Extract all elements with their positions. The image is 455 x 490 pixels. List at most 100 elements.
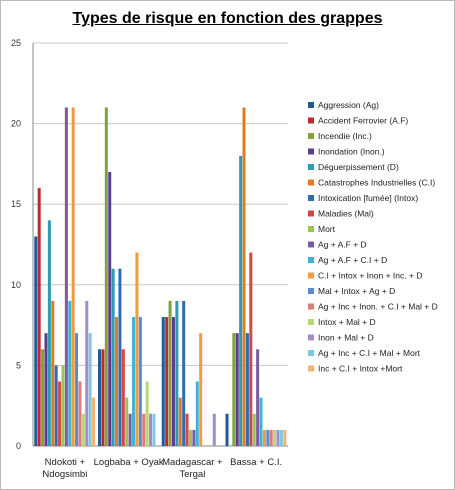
legend-swatch <box>308 350 314 356</box>
bar <box>212 413 216 446</box>
bar <box>125 397 129 446</box>
bar <box>269 429 273 446</box>
y-tick-label: 20 <box>11 119 21 129</box>
legend-label: Catastrophes Industrielles (C.I) <box>318 178 435 188</box>
legend-swatch <box>308 319 314 325</box>
bar <box>142 413 146 446</box>
x-category-label: Madagascar + <box>162 457 223 468</box>
legend-swatch <box>308 272 314 279</box>
bar <box>118 268 122 446</box>
legend-swatch <box>308 195 314 201</box>
bar <box>54 365 58 446</box>
bar <box>138 317 142 446</box>
bar <box>171 317 175 446</box>
bar <box>111 268 115 446</box>
x-category-label: Bassa + C.I. <box>230 457 282 468</box>
bar <box>85 300 89 446</box>
bar <box>276 429 280 446</box>
bar <box>225 413 229 446</box>
legend-label: Accident Ferrovier (A.F) <box>318 116 408 126</box>
legend-swatch <box>308 117 314 124</box>
legend-label: Mal + Intox + Ag + D <box>318 286 395 296</box>
legend-swatch <box>308 288 314 294</box>
legend-swatch <box>308 210 314 217</box>
bar <box>145 381 149 446</box>
x-category-label: Logbaba + Oyak <box>94 457 164 468</box>
bar <box>98 349 102 446</box>
bar <box>249 252 253 446</box>
legend-swatch <box>308 334 314 341</box>
y-tick-label: 5 <box>16 360 21 370</box>
y-tick-label: 10 <box>11 280 21 290</box>
bar <box>149 413 153 446</box>
bar <box>283 429 287 446</box>
bar <box>34 236 38 446</box>
bar <box>104 107 108 446</box>
bar <box>168 300 172 446</box>
bar <box>239 155 243 446</box>
legend-label: Intoxication [fumée] (Intox) <box>318 193 418 203</box>
bar <box>256 349 260 446</box>
legend-label: Intox + Mal + D <box>318 317 376 327</box>
bar <box>101 349 105 446</box>
legend-swatch <box>308 179 314 186</box>
bar <box>64 107 68 446</box>
legend-label: Aggression (Ag) <box>318 100 379 110</box>
chart-title: Types de risque en fonction des grappes <box>72 10 383 27</box>
bar <box>273 429 277 446</box>
legend-swatch <box>308 241 314 248</box>
bar <box>161 317 165 446</box>
bar <box>37 188 41 446</box>
bar <box>235 333 239 446</box>
bar <box>128 413 132 446</box>
legend-swatch <box>308 226 314 232</box>
bar <box>242 107 246 446</box>
bar <box>245 333 249 446</box>
y-tick-label: 0 <box>16 441 21 451</box>
legend-swatch <box>308 133 314 139</box>
bar <box>132 317 136 446</box>
legend-label: Inc + C.I + Intox +Mort <box>318 364 403 374</box>
bar <box>259 397 263 446</box>
bar <box>192 429 196 446</box>
legend-label: Maladies (Mal) <box>318 209 374 219</box>
legend-label: Ag + A.F + D <box>318 240 367 250</box>
legend-swatch <box>308 365 314 372</box>
bar <box>252 413 256 446</box>
bar <box>61 365 65 446</box>
legend-label: Mort <box>318 224 336 234</box>
bar <box>108 171 112 446</box>
bar <box>88 333 92 446</box>
bar <box>175 300 179 446</box>
legend-label: Ag + A.F + C.I + D <box>318 255 387 265</box>
bar <box>182 300 186 446</box>
bar <box>232 333 236 446</box>
legend-label: Déguerpissement (D) <box>318 162 399 172</box>
bar <box>115 317 119 446</box>
bar <box>75 333 79 446</box>
legend-label: C.I + Intox + Inon + Inc. + D <box>318 271 422 281</box>
bar <box>165 317 169 446</box>
x-category-label: Ndogsimbi <box>42 469 87 480</box>
bar <box>78 381 82 446</box>
bar <box>92 397 96 446</box>
legend-swatch <box>308 164 314 170</box>
legend-label: Ag + Inc + Inon. + C.I + Mal + D <box>318 302 438 312</box>
bar <box>58 381 62 446</box>
legend-label: Ag + Inc + C.I + Mal + Mort <box>318 348 421 358</box>
bar <box>68 300 72 446</box>
bar <box>44 333 48 446</box>
legend-swatch <box>308 303 314 310</box>
legend-swatch <box>308 102 314 108</box>
x-category-label: Ndokoti + <box>45 457 86 468</box>
bar <box>41 349 45 446</box>
bar <box>71 107 75 446</box>
bar <box>199 333 203 446</box>
bar <box>47 220 51 446</box>
x-category-label: Tergal <box>179 469 205 480</box>
bar <box>81 413 85 446</box>
bar <box>279 429 283 446</box>
bar <box>135 252 139 446</box>
legend-label: Inondation (Inon.) <box>318 147 385 157</box>
